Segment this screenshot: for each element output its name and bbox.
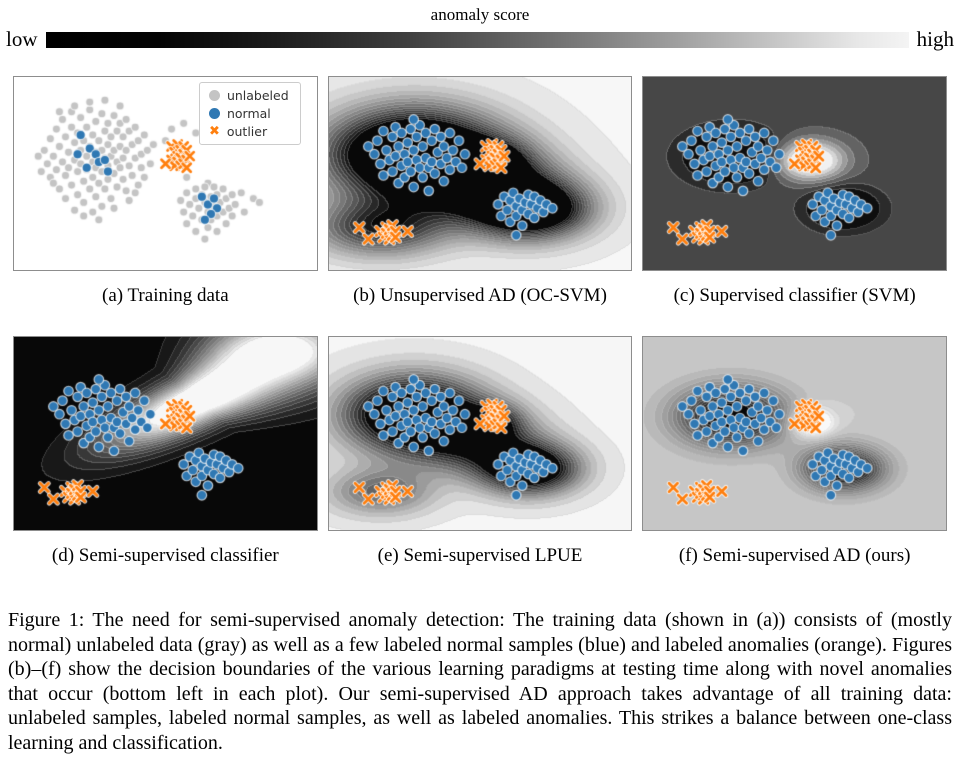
panel-e-plot	[328, 337, 632, 530]
unlabeled-marker-icon	[208, 90, 220, 101]
legend-item-outlier: ✖ outlier	[209, 124, 289, 139]
panel-e-caption: (e) Semi-supervised LPUE	[377, 545, 583, 566]
panel-e-lpue	[327, 336, 633, 531]
panel-cell-e: (e) Semi-supervised LPUE	[327, 336, 633, 596]
panel-f-plot	[643, 337, 946, 530]
colorbar: anomaly score low high	[0, 0, 960, 52]
panel-cell-c: (c) Supervised classifier (SVM)	[642, 76, 947, 336]
panel-c-svm	[642, 76, 947, 271]
normal-marker-icon	[208, 108, 220, 119]
legend: unlabeled normal ✖ outlier	[198, 82, 301, 145]
legend-item-normal: normal	[208, 106, 289, 121]
colorbar-low-label: low	[6, 27, 38, 51]
legend-label-unlabeled: unlabeled	[226, 88, 289, 103]
legend-label-normal: normal	[226, 106, 271, 121]
colorbar-gradient	[45, 31, 909, 48]
panel-a-caption: (a) Training data	[102, 285, 229, 306]
legend-item-unlabeled: unlabeled	[208, 88, 289, 103]
panel-cell-d: (d) Semi-supervised classifier	[13, 336, 318, 596]
panel-cell-b: (b) Unsupervised AD (OC-SVM)	[327, 76, 633, 336]
panel-d-plot	[14, 337, 317, 530]
panel-f-ours	[642, 336, 947, 531]
panel-f-caption: (f) Semi-supervised AD (ours)	[678, 545, 911, 566]
panel-cell-a: unlabeled normal ✖ outlier (a) Training …	[13, 76, 318, 336]
colorbar-high-label: high	[916, 27, 954, 51]
colorbar-title: anomaly score	[430, 5, 530, 24]
outlier-marker-icon: ✖	[208, 124, 220, 139]
panel-c-caption: (c) Supervised classifier (SVM)	[673, 285, 916, 306]
panel-b-plot	[328, 77, 632, 270]
panel-b-ocsvm	[327, 76, 633, 271]
figure-caption: Figure 1: The need for semi-supervised a…	[8, 609, 952, 754]
panel-a-training-data: unlabeled normal ✖ outlier	[13, 76, 318, 271]
legend-label-outlier: outlier	[226, 124, 268, 139]
panel-d-caption: (d) Semi-supervised classifier	[51, 545, 279, 566]
panel-c-plot	[643, 77, 946, 270]
panel-grid: unlabeled normal ✖ outlier (a) Training …	[0, 76, 960, 596]
panel-cell-f: (f) Semi-supervised AD (ours)	[642, 336, 947, 596]
panel-d-semisupervised-classifier	[13, 336, 318, 531]
panel-b-caption: (b) Unsupervised AD (OC-SVM)	[353, 285, 607, 306]
